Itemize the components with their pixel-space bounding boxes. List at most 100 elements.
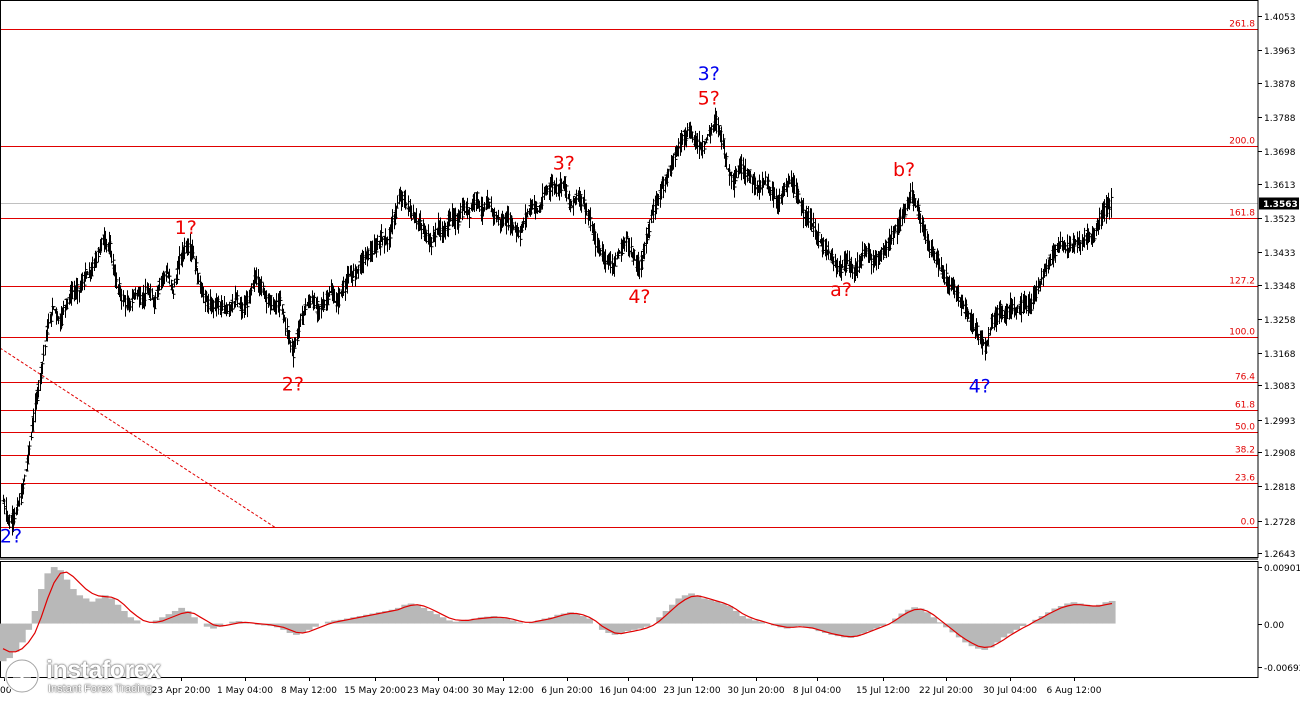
oscillator-histogram-bar [751, 620, 759, 624]
oscillator-histogram-bar [675, 598, 683, 624]
oscillator-histogram-bar [1038, 616, 1046, 624]
time-tick-label: 23 Apr 20:00 [152, 686, 211, 696]
price-tick-label: 1.3698 [1264, 148, 1296, 158]
oscillator-histogram-bar [815, 623, 823, 632]
ohlc-bar [155, 286, 160, 300]
current-price-box [1259, 197, 1299, 210]
fib-level-label: 38.2 [1235, 446, 1255, 456]
time-tick-label: 1 May 04:00 [217, 686, 273, 696]
ohlc-bar [588, 207, 593, 232]
wave-label: 4? [628, 286, 650, 308]
ohlc-bar [69, 281, 74, 306]
ohlc-bar [708, 127, 713, 144]
ohlc-bar [486, 197, 491, 209]
ohlc-bar [278, 290, 283, 307]
time-axis: 00 23 Apr 20:00 1 May 04:00 8 May 12:00 15 M… [0, 677, 1102, 696]
oscillator-histogram-bar [847, 623, 855, 638]
oscillator-histogram-bar [324, 621, 332, 624]
ohlc-bar [152, 296, 157, 314]
oscillator-histogram-bar [69, 589, 77, 624]
ohlc-bar [902, 204, 907, 224]
oscillator-histogram-bar [1013, 623, 1020, 630]
oscillator-histogram-bar [809, 623, 817, 629]
ohlc-bar [40, 361, 45, 375]
logo-brand-text: instaforex [46, 656, 161, 684]
oscillator-histogram-bar [904, 609, 912, 624]
oscillator-histogram-bar [968, 623, 976, 647]
ohlc-bar [898, 207, 903, 232]
ohlc-bar [403, 189, 408, 210]
ohlc-bar [388, 224, 393, 248]
oscillator-histogram-bar [777, 623, 785, 628]
fib-level-label: 23.6 [1235, 474, 1255, 484]
oscillator-histogram-bar [203, 623, 211, 627]
ohlc-bar [280, 304, 285, 314]
oscillator-histogram-bar [171, 611, 179, 624]
ohlc-bar [45, 319, 50, 342]
ohlc-bar [564, 184, 569, 202]
oscillator-histogram-bar [1070, 602, 1078, 624]
oscillator-histogram-bar [1006, 623, 1014, 634]
oscillator-histogram-bar [936, 622, 944, 624]
ohlc-bar [620, 239, 625, 256]
time-tick-label: 6 Jun 20:00 [541, 686, 593, 696]
ohlc-bar [111, 253, 116, 276]
ohlc-bar [1087, 231, 1092, 243]
ohlc-bar [559, 178, 564, 197]
oscillator-histogram-bar [312, 623, 319, 627]
ohlc-bar [117, 277, 122, 298]
oscillator-histogram-bar [516, 622, 523, 624]
oscillator-histogram-bar [280, 623, 288, 630]
oscillator-histogram-bar [503, 618, 511, 624]
oscillator-histogram-bar [758, 621, 766, 624]
oscillator-histogram-bar [375, 612, 383, 624]
oscillator-histogram-bar [637, 623, 644, 629]
oscillator-histogram-bar [1051, 608, 1059, 624]
oscillator-histogram-bar [394, 607, 402, 624]
ohlc-bar [12, 507, 17, 525]
oscillator-histogram-bar [484, 616, 491, 624]
price-tick-label: 1.3878 [1264, 80, 1296, 90]
ohlc-bar [1072, 235, 1077, 254]
oscillator-histogram-bar [866, 623, 874, 632]
oscillator-histogram-bar [242, 622, 249, 624]
oscillator-panel-frame [0, 561, 1259, 678]
oscillator-histogram-bar [688, 593, 695, 624]
time-tick-label: 00 [0, 686, 12, 696]
wave-label: b? [893, 159, 915, 181]
ohlc-bar [308, 295, 313, 309]
oscillator-histogram-bar [414, 604, 421, 624]
oscillator-histogram-bar [420, 607, 428, 624]
ohlc-bar [245, 291, 250, 318]
ohlc-bar [917, 206, 922, 224]
ohlc-bar [316, 303, 321, 322]
oscillator-histogram-bar [477, 617, 485, 624]
main-panel-frame [0, 0, 1259, 558]
time-tick-label: 23 May 04:00 [407, 686, 469, 696]
oscillator-histogram-bar [898, 613, 906, 624]
ohlc-bar [22, 474, 27, 482]
oscillator-histogram-bar [471, 618, 479, 624]
oscillator-histogram-bar [369, 613, 377, 624]
ohlc-bar [82, 271, 87, 291]
oscillator-histogram-bar [822, 623, 829, 633]
ohlc-bar [892, 225, 897, 238]
ohlc-bar [282, 314, 287, 321]
ohlc-bar [733, 166, 738, 185]
oscillator-histogram-bar [0, 623, 7, 662]
oscillator-histogram-bar [1083, 604, 1091, 624]
fib-level-label: 161.8 [1229, 209, 1255, 219]
oscillator-histogram-bar [726, 605, 734, 624]
ohlc-bar [524, 212, 529, 228]
ohlc-bar [287, 329, 292, 344]
time-tick-label: 15 May 20:00 [344, 686, 406, 696]
ohlc-bar [510, 217, 515, 236]
oscillator-histogram-bar [76, 595, 84, 624]
oscillator-histogram-bar [573, 613, 581, 624]
ohlc-bar [230, 294, 235, 313]
price-tick-label: 1.3523 [1264, 215, 1296, 225]
instaforex-logo: instaforex Instant Forex Trading [4, 654, 182, 698]
price-tick-label: 1.3348 [1264, 282, 1296, 292]
ohlc-bar [850, 263, 855, 280]
ohlc-bar [169, 279, 174, 291]
